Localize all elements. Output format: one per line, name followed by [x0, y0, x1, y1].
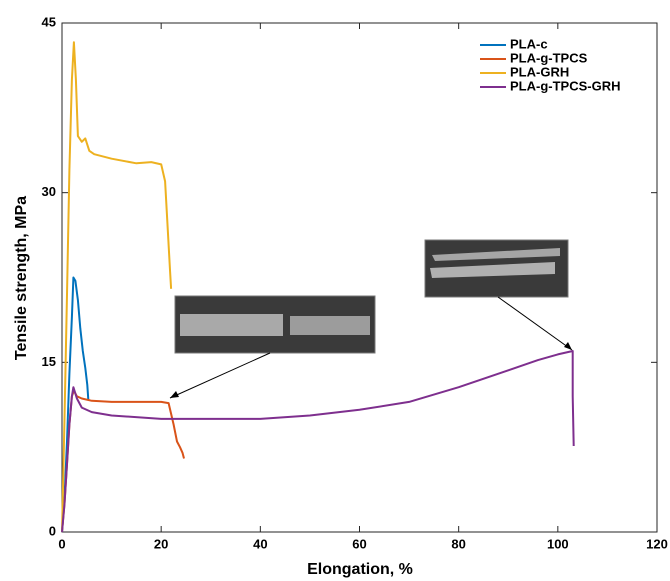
- legend-label: PLA-g-TPCS: [510, 50, 588, 65]
- data-line: [61, 41, 173, 533]
- y-tick-label: 15: [42, 354, 56, 369]
- x-tick-label: 20: [154, 536, 168, 551]
- arrow-head: [170, 391, 179, 398]
- x-tick-label: 40: [253, 536, 267, 551]
- y-tick-label: 30: [42, 184, 56, 199]
- legend-label: PLA-g-TPCS-GRH: [510, 78, 621, 93]
- x-tick-label: 120: [646, 536, 668, 551]
- data-line: [61, 389, 185, 533]
- arrow-head: [564, 342, 572, 350]
- data-line: [61, 276, 90, 533]
- legend-label: PLA-c: [510, 36, 548, 51]
- y-tick-label: 0: [49, 523, 56, 538]
- data-line: [61, 350, 575, 533]
- x-tick-label: 60: [352, 536, 366, 551]
- x-tick-label: 80: [451, 536, 465, 551]
- x-tick-label: 100: [547, 536, 569, 551]
- y-axis-label: Tensile strength, MPa: [13, 196, 30, 360]
- x-tick-label: 0: [58, 536, 65, 551]
- y-tick-label: 45: [42, 14, 56, 29]
- inset-photo: [424, 239, 569, 298]
- x-axis-label: Elongation, %: [307, 561, 413, 578]
- inset-photo: [174, 295, 376, 354]
- legend-label: PLA-GRH: [510, 64, 569, 79]
- arrow: [497, 296, 573, 351]
- arrow: [169, 352, 271, 399]
